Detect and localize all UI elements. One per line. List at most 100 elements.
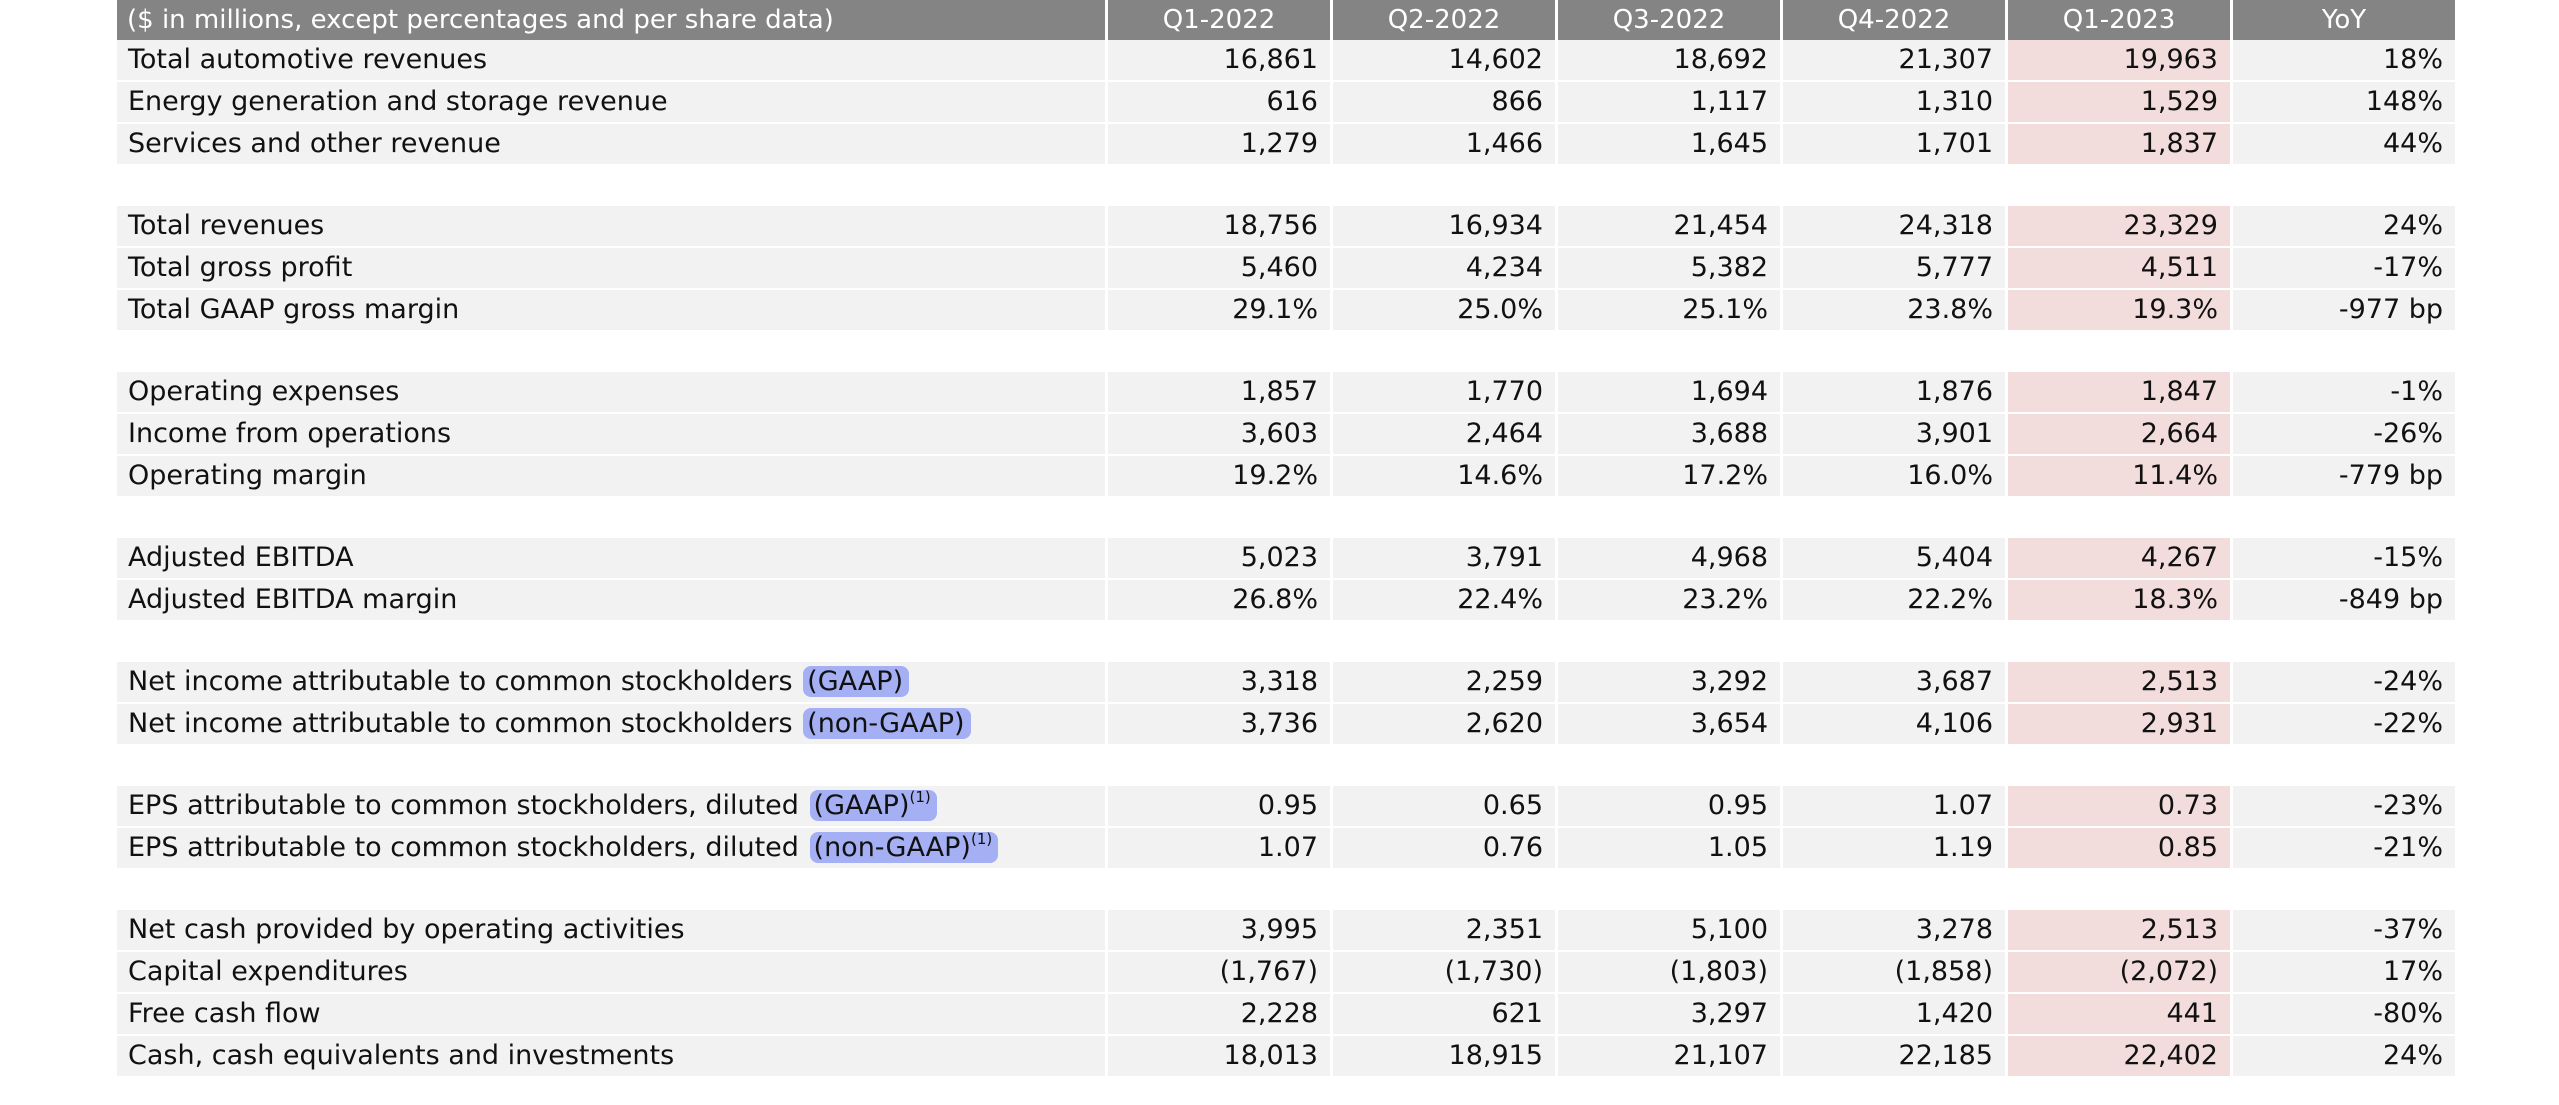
row-label: Adjusted EBITDA margin (128, 584, 458, 615)
value-cell: 22.4% (1333, 580, 1555, 622)
row-label: Free cash flow (128, 998, 321, 1029)
value-cell: 1,876 (1783, 372, 2005, 414)
value-cell: 3,791 (1333, 538, 1555, 580)
highlighted-value-cell: 19,963 (2008, 40, 2230, 82)
table-body: Total automotive revenues 16,861 14,602 18,… (117, 40, 2455, 1078)
value-cell: 22.2% (1783, 580, 2005, 622)
value-cell: 1.19 (1783, 828, 2005, 870)
value-cell: 1.07 (1108, 828, 1330, 870)
row-label-cell: Services and other revenue (117, 124, 1105, 166)
highlighted-value-cell: 4,511 (2008, 248, 2230, 290)
value-cell: 18,756 (1108, 206, 1330, 248)
value-cell: 1,117 (1558, 82, 1780, 124)
value-cell: -37% (2233, 910, 2455, 952)
row-label-cell: Total gross profit (117, 248, 1105, 290)
value-cell: 17.2% (1558, 456, 1780, 498)
value-cell: 3,995 (1108, 910, 1330, 952)
value-cell: 4,968 (1558, 538, 1780, 580)
value-cell: 866 (1333, 82, 1555, 124)
row-label-cell: Net cash provided by operating activitie… (117, 910, 1105, 952)
value-cell: 1,420 (1783, 994, 2005, 1036)
group-spacer (117, 332, 2455, 372)
row-label: EPS attributable to common stockholders,… (128, 832, 799, 863)
highlighted-value-cell: 1,837 (2008, 124, 2230, 166)
value-cell: (1,767) (1108, 952, 1330, 994)
value-cell: 4,234 (1333, 248, 1555, 290)
value-cell: 1,466 (1333, 124, 1555, 166)
table-row: Services and other revenue 1,279 1,466 1,64… (117, 124, 2455, 166)
value-cell: 2,351 (1333, 910, 1555, 952)
value-cell: 3,292 (1558, 662, 1780, 704)
value-cell: -849 bp (2233, 580, 2455, 622)
value-cell: 1,694 (1558, 372, 1780, 414)
row-label-cell: Income from operations (117, 414, 1105, 456)
column-header: Q2-2022 (1333, 0, 1555, 40)
value-cell: 14,602 (1333, 40, 1555, 82)
qualifier-text: (GAAP) (813, 790, 910, 821)
value-cell: 18,692 (1558, 40, 1780, 82)
table-row: Net income attributable to common stockh… (117, 662, 2455, 704)
value-cell: 0.95 (1108, 786, 1330, 828)
value-cell: 0.95 (1558, 786, 1780, 828)
table-row: Adjusted EBITDA 5,023 3,791 4,968 5,404 4,267… (117, 538, 2455, 580)
value-cell: -17% (2233, 248, 2455, 290)
value-cell: 3,654 (1558, 704, 1780, 746)
table-row: Adjusted EBITDA margin 26.8% 22.4% 23.2% 22.… (117, 580, 2455, 622)
value-cell: 148% (2233, 82, 2455, 124)
table-row: Total automotive revenues 16,861 14,602 18,… (117, 40, 2455, 82)
row-label-cell: Total GAAP gross margin (117, 290, 1105, 332)
column-header: Q3-2022 (1558, 0, 1780, 40)
value-cell: 21,307 (1783, 40, 2005, 82)
value-cell: (1,803) (1558, 952, 1780, 994)
value-cell: 14.6% (1333, 456, 1555, 498)
group-spacer (117, 166, 2455, 206)
row-label: Operating expenses (128, 376, 400, 407)
value-cell: 2,228 (1108, 994, 1330, 1036)
table-row: Operating expenses 1,857 1,770 1,694 1,876 1,… (117, 372, 2455, 414)
row-label-cell: Operating expenses (117, 372, 1105, 414)
row-label-cell: Total automotive revenues (117, 40, 1105, 82)
qualifier-text: (non-GAAP) (807, 708, 965, 739)
row-label: Total automotive revenues (128, 44, 488, 75)
value-cell: 621 (1333, 994, 1555, 1036)
highlighted-value-cell: 18.3% (2008, 580, 2230, 622)
value-cell: -779 bp (2233, 456, 2455, 498)
highlighted-value-cell: 441 (2008, 994, 2230, 1036)
value-cell: -21% (2233, 828, 2455, 870)
value-cell: 3,901 (1783, 414, 2005, 456)
value-cell: 2,620 (1333, 704, 1555, 746)
value-cell: 3,736 (1108, 704, 1330, 746)
value-cell: 23.2% (1558, 580, 1780, 622)
row-label: EPS attributable to common stockholders,… (128, 790, 799, 821)
group-spacer (117, 498, 2455, 538)
row-label: Total GAAP gross margin (128, 294, 460, 325)
table-row: Capital expenditures (1,767) (1,730) (1,803… (117, 952, 2455, 994)
qualifier-text: (non-GAAP) (813, 832, 971, 863)
row-label: Services and other revenue (128, 128, 501, 159)
value-cell: 18% (2233, 40, 2455, 82)
value-cell: 1,279 (1108, 124, 1330, 166)
value-cell: -23% (2233, 786, 2455, 828)
value-cell: 3,688 (1558, 414, 1780, 456)
table-row: Total GAAP gross margin 29.1% 25.0% 25.1% 23… (117, 290, 2455, 332)
table-row: Total gross profit 5,460 4,234 5,382 5,777 4,… (117, 248, 2455, 290)
value-cell: 1,701 (1783, 124, 2005, 166)
highlighted-value-cell: (2,072) (2008, 952, 2230, 994)
value-cell: 1,857 (1108, 372, 1330, 414)
value-cell: 29.1% (1108, 290, 1330, 332)
value-cell: -24% (2233, 662, 2455, 704)
highlighted-value-cell: 0.85 (2008, 828, 2230, 870)
column-header: Q4-2022 (1783, 0, 2005, 40)
row-label-cell: Total revenues (117, 206, 1105, 248)
row-label-cell: Energy generation and storage revenue (117, 82, 1105, 124)
value-cell: 3,603 (1108, 414, 1330, 456)
table-row: Net income attributable to common stockh… (117, 704, 2455, 746)
table-row: Free cash flow 2,228 621 3,297 1,420 441 -80% (117, 994, 2455, 1036)
value-cell: 24,318 (1783, 206, 2005, 248)
value-cell: -977 bp (2233, 290, 2455, 332)
value-cell: 24% (2233, 206, 2455, 248)
value-cell: 5,404 (1783, 538, 2005, 580)
column-header: Q1-2023 (2008, 0, 2230, 40)
value-cell: 5,382 (1558, 248, 1780, 290)
row-label: Adjusted EBITDA (128, 542, 354, 573)
